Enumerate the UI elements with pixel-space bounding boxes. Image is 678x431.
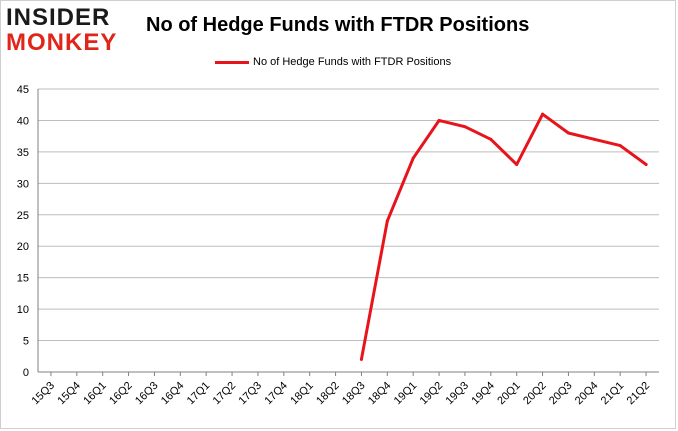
y-tick-label: 0	[23, 367, 29, 379]
x-tick-label: 15Q4	[55, 380, 83, 408]
y-tick-label: 25	[17, 210, 29, 222]
x-tick-label: 18Q4	[366, 380, 394, 408]
y-tick-label: 45	[17, 84, 29, 96]
x-tick-label: 17Q2	[211, 380, 239, 408]
y-tick-label: 5	[23, 336, 29, 348]
x-tick-label: 17Q3	[237, 380, 265, 408]
y-tick-label: 30	[17, 178, 29, 190]
data-point	[541, 112, 545, 116]
data-point	[411, 156, 415, 160]
x-tick-label: 19Q1	[392, 380, 420, 408]
data-point	[618, 144, 622, 148]
y-tick-label: 10	[17, 304, 29, 316]
x-tick-label: 16Q4	[159, 380, 187, 408]
y-tick-label: 35	[17, 147, 29, 159]
data-point	[437, 118, 441, 122]
x-tick-label: 17Q1	[185, 380, 213, 408]
data-point	[359, 357, 363, 361]
x-tick-label: 17Q4	[262, 380, 290, 408]
legend: No of Hedge Funds with FTDR Positions	[215, 55, 451, 69]
data-point	[385, 219, 389, 223]
x-tick-label: 16Q3	[133, 380, 161, 408]
y-tick-label: 15	[17, 273, 29, 285]
x-tick-label: 16Q2	[107, 380, 135, 408]
logo-line-1: INSIDER	[6, 4, 111, 31]
x-tick-label: 20Q4	[573, 380, 601, 408]
x-tick-label: 18Q2	[314, 380, 342, 408]
chart-title: No of Hedge Funds with FTDR Positions	[146, 14, 530, 36]
x-tick-label: 20Q3	[547, 380, 575, 408]
x-tick-label: 20Q2	[521, 380, 549, 408]
x-tick-label: 19Q2	[418, 380, 446, 408]
x-tick-label: 15Q3	[30, 380, 58, 408]
series-line-0	[359, 112, 648, 361]
x-tick-label: 19Q3	[444, 380, 472, 408]
legend-label: No of Hedge Funds with FTDR Positions	[253, 56, 452, 68]
data-point	[489, 137, 493, 141]
x-tick-label: 16Q1	[81, 380, 109, 408]
data-point	[515, 162, 519, 166]
x-tick-label: 19Q4	[469, 380, 497, 408]
x-tick-label: 21Q1	[599, 380, 627, 408]
data-point	[463, 125, 467, 129]
x-tick-label: 18Q3	[340, 380, 368, 408]
x-tick-label: 18Q1	[288, 380, 316, 408]
logo-line-2: MONKEY	[6, 29, 118, 56]
legend-swatch	[215, 60, 249, 64]
insider-monkey-logo: INSIDER MONKEY	[6, 4, 128, 56]
y-tick-label: 40	[17, 115, 29, 127]
x-tick-label: 21Q2	[625, 380, 653, 408]
data-point	[566, 131, 570, 135]
data-point	[644, 162, 648, 166]
x-tick-label: 20Q1	[495, 380, 523, 408]
data-point	[592, 137, 596, 141]
y-tick-label: 20	[17, 241, 29, 253]
